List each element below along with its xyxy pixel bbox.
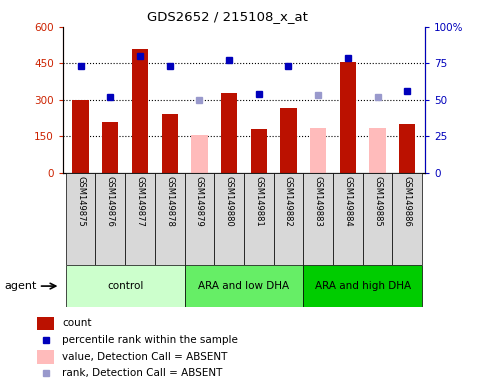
Bar [221, 93, 237, 173]
Text: GSM149882: GSM149882 [284, 175, 293, 226]
Text: rank, Detection Call = ABSENT: rank, Detection Call = ABSENT [62, 368, 222, 378]
Text: value, Detection Call = ABSENT: value, Detection Call = ABSENT [62, 352, 227, 362]
Text: control: control [107, 281, 143, 291]
Text: GSM149878: GSM149878 [165, 175, 174, 227]
Bar [369, 128, 386, 173]
Text: GSM149880: GSM149880 [225, 175, 234, 226]
Bar [280, 108, 297, 173]
Bar [38, 350, 55, 364]
Bar [333, 173, 363, 265]
Bar [251, 129, 267, 173]
Text: GSM149881: GSM149881 [254, 175, 263, 226]
Bar [132, 49, 148, 173]
Text: ARA and low DHA: ARA and low DHA [199, 281, 289, 291]
Bar [161, 114, 178, 173]
Bar [273, 173, 303, 265]
Text: GDS2652 / 215108_x_at: GDS2652 / 215108_x_at [146, 10, 308, 23]
Bar [125, 173, 155, 265]
Text: GSM149885: GSM149885 [373, 175, 382, 226]
Text: count: count [62, 318, 91, 328]
Bar [155, 173, 185, 265]
Bar [72, 100, 89, 173]
Bar [96, 173, 125, 265]
Text: GSM149883: GSM149883 [313, 175, 323, 227]
Bar [399, 124, 415, 173]
Text: GSM149877: GSM149877 [136, 175, 144, 227]
Bar [244, 173, 273, 265]
Text: ARA and high DHA: ARA and high DHA [314, 281, 411, 291]
Bar [303, 173, 333, 265]
Text: percentile rank within the sample: percentile rank within the sample [62, 335, 238, 345]
Text: GSM149876: GSM149876 [106, 175, 115, 227]
Text: agent: agent [5, 281, 37, 291]
Bar [102, 122, 118, 173]
Bar [214, 173, 244, 265]
Bar [363, 173, 392, 265]
Bar [66, 265, 185, 307]
Bar [310, 128, 327, 173]
Bar [340, 62, 356, 173]
Bar [185, 173, 214, 265]
Bar [303, 265, 422, 307]
Bar [185, 265, 303, 307]
Bar [66, 173, 96, 265]
Text: GSM149875: GSM149875 [76, 175, 85, 226]
Text: GSM149886: GSM149886 [403, 175, 412, 227]
Bar [38, 316, 55, 330]
Text: GSM149879: GSM149879 [195, 175, 204, 226]
Bar [191, 135, 208, 173]
Bar [392, 173, 422, 265]
Text: GSM149884: GSM149884 [343, 175, 352, 226]
